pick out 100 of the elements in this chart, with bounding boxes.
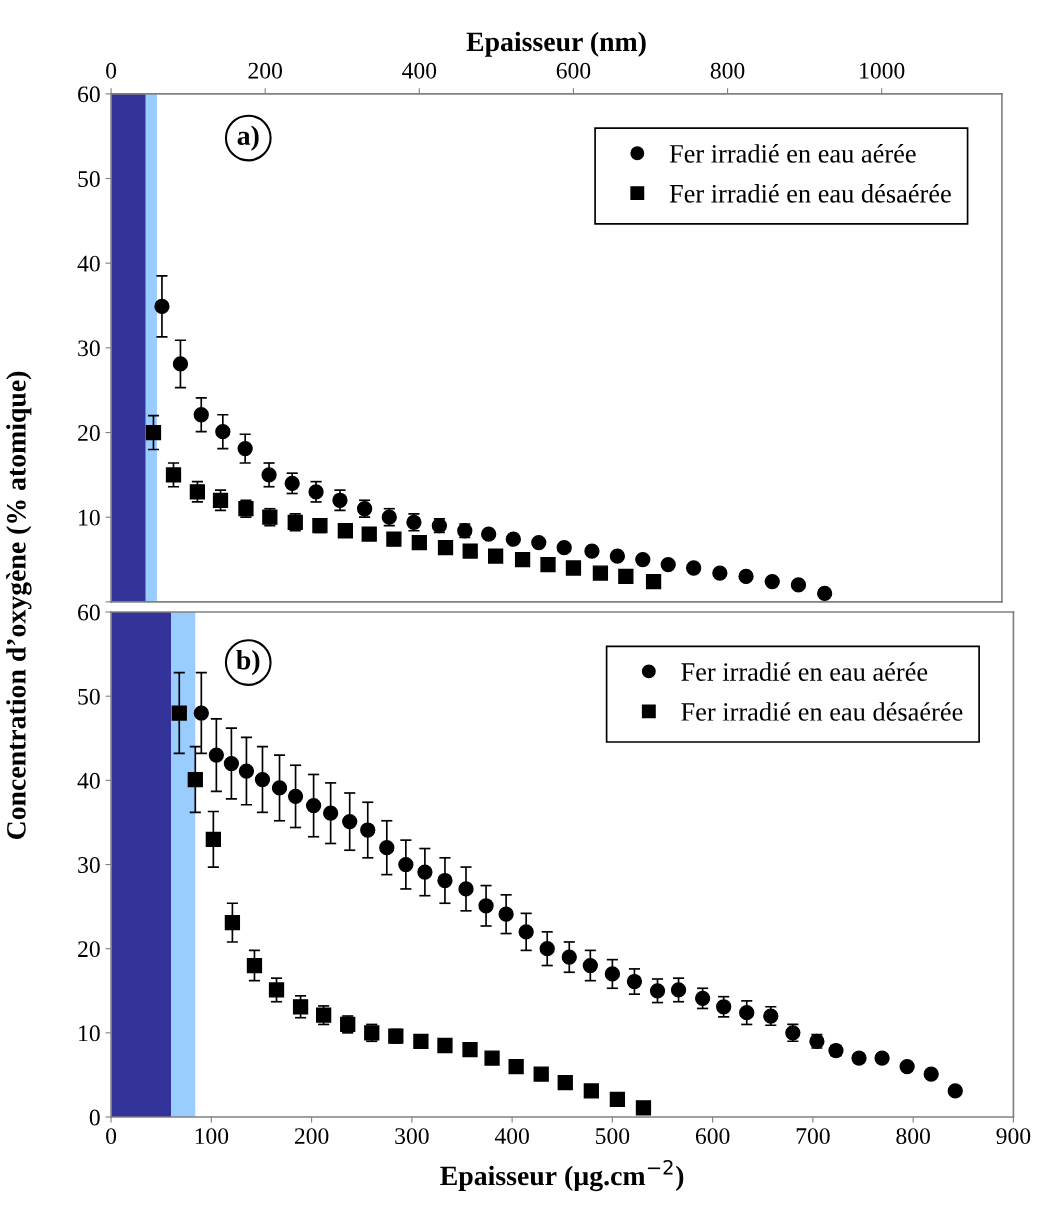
y-tick-label: 20 — [78, 941, 100, 958]
point — [764, 573, 780, 590]
x-tick-label: 0 — [106, 62, 117, 79]
x-tick-label: 0 — [106, 1128, 117, 1145]
point — [947, 1083, 963, 1099]
x-tick-label: 600 — [556, 62, 591, 79]
point — [505, 531, 521, 547]
point — [478, 898, 494, 914]
point — [268, 982, 285, 998]
point — [312, 518, 328, 534]
point — [332, 492, 348, 508]
point — [582, 957, 598, 974]
x-tick-label: 900 — [996, 1128, 1031, 1145]
point — [437, 872, 453, 889]
y-tick-label: 20 — [78, 425, 100, 441]
legend-label: Fer irradié en eau désaérée — [669, 184, 951, 203]
point — [487, 548, 504, 564]
point — [165, 467, 182, 483]
point — [645, 573, 662, 590]
point — [626, 973, 643, 990]
point — [193, 407, 209, 423]
point — [851, 1050, 867, 1066]
point — [193, 705, 209, 721]
x-tick-label: 400 — [402, 62, 437, 79]
point — [287, 788, 304, 804]
point — [649, 983, 666, 999]
point — [223, 755, 240, 772]
x-tick-label: 300 — [395, 1128, 429, 1145]
point — [923, 1066, 939, 1082]
x-tick-label: 1000 — [860, 62, 905, 79]
y-tick-label: 50 — [78, 688, 100, 705]
point — [413, 1033, 429, 1049]
point — [308, 484, 324, 500]
point — [540, 556, 556, 573]
point — [154, 298, 170, 315]
point — [635, 551, 651, 568]
point — [514, 551, 531, 568]
point — [215, 424, 231, 440]
point — [379, 840, 395, 856]
point — [417, 864, 433, 880]
annotation: b) — [236, 649, 260, 676]
point — [205, 831, 221, 847]
point — [694, 990, 711, 1006]
point — [670, 982, 687, 998]
y-tick-label: 30 — [78, 857, 100, 873]
y-tick-label: 40 — [77, 772, 100, 789]
point — [609, 548, 626, 564]
x-tick-label: 100 — [195, 1128, 229, 1145]
point — [238, 763, 255, 779]
point — [557, 1074, 573, 1091]
y-tick-label: 10 — [79, 509, 100, 526]
point — [246, 957, 263, 974]
y-axis-title: Concentration d’oxygène (% atomique) — [6, 371, 32, 840]
x-axis-title: Epaisseur (µg.cm$^{−2}$) — [440, 1159, 684, 1192]
point — [212, 492, 229, 508]
point — [323, 805, 339, 821]
point — [361, 526, 377, 542]
y-tick-label: 40 — [77, 255, 100, 272]
point — [508, 1058, 524, 1075]
point — [556, 540, 572, 556]
point — [565, 560, 582, 576]
point — [539, 941, 555, 957]
point — [481, 526, 497, 542]
point — [398, 856, 414, 873]
point — [531, 534, 547, 551]
legend-label: Fer irradié en eau aérée — [669, 144, 916, 163]
legend-label: Fer irradié en eau désaérée — [681, 702, 963, 721]
x-axis-title: Epaisseur (nm) — [466, 31, 646, 57]
x-tick-label: 200 — [294, 1128, 329, 1145]
point — [738, 568, 754, 585]
x-tick-label: 600 — [695, 1128, 730, 1145]
point — [817, 585, 833, 602]
point — [360, 822, 376, 838]
point — [437, 540, 454, 556]
point — [261, 467, 277, 483]
point — [145, 424, 162, 441]
point — [686, 560, 702, 576]
point — [561, 949, 577, 965]
point — [716, 999, 732, 1015]
point — [899, 1058, 915, 1075]
y-tick-label: 0 — [89, 1109, 100, 1126]
point — [660, 556, 676, 573]
x-tick-label: 200 — [248, 62, 283, 79]
point — [462, 543, 478, 559]
point — [224, 914, 241, 931]
point — [189, 484, 206, 500]
point — [187, 771, 203, 788]
point — [305, 797, 322, 814]
point — [342, 813, 358, 830]
point — [411, 534, 427, 551]
annotation: a) — [237, 125, 259, 151]
point — [458, 881, 474, 897]
point — [386, 531, 402, 547]
point — [790, 577, 807, 593]
point — [208, 747, 224, 763]
x-tick-label: 700 — [796, 1128, 830, 1145]
y-tick-label: 60 — [78, 86, 100, 103]
point — [437, 1037, 453, 1054]
y-tick-label: 60 — [78, 604, 100, 621]
point — [712, 565, 728, 581]
